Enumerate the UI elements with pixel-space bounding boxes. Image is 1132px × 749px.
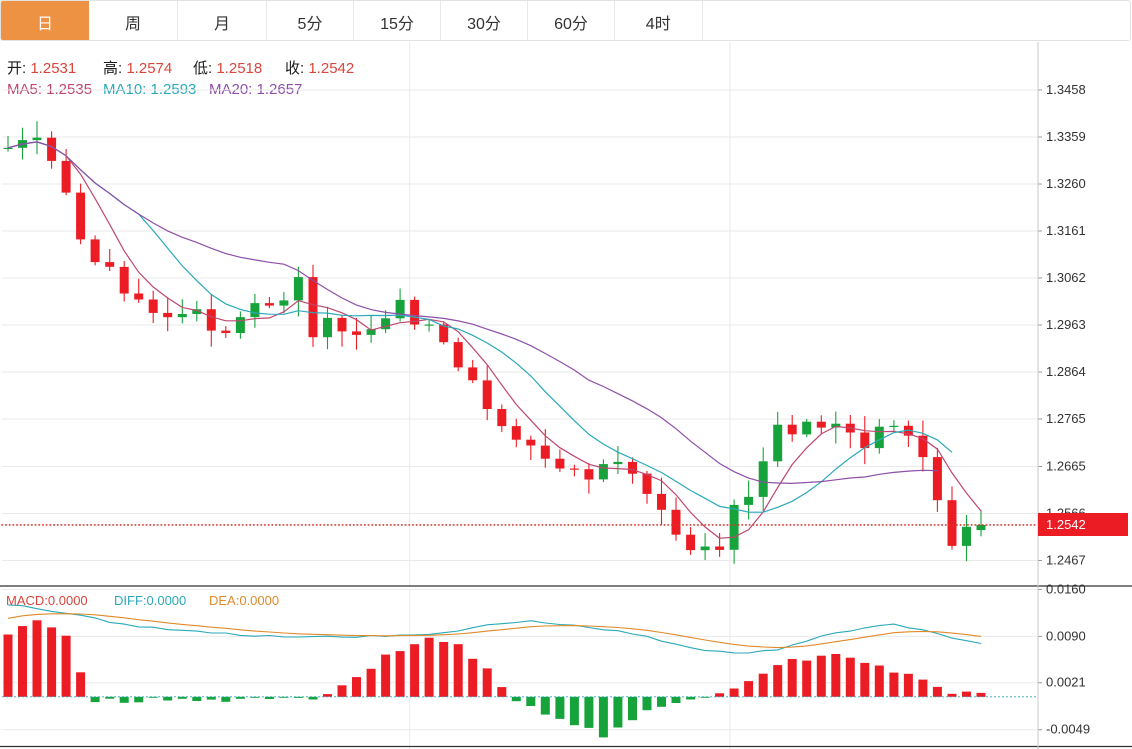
- svg-text:1.3359: 1.3359: [1046, 129, 1086, 144]
- svg-text:1.2864: 1.2864: [1046, 364, 1086, 379]
- svg-text:1.2963: 1.2963: [1046, 317, 1086, 332]
- svg-text:1.2665: 1.2665: [1046, 459, 1086, 474]
- svg-text:1.3062: 1.3062: [1046, 270, 1086, 285]
- svg-text:1.2765: 1.2765: [1046, 411, 1086, 426]
- svg-text:1.3161: 1.3161: [1046, 223, 1086, 238]
- svg-text:1.2467: 1.2467: [1046, 553, 1086, 568]
- svg-text:1.3458: 1.3458: [1046, 82, 1086, 97]
- svg-text:1.3260: 1.3260: [1046, 176, 1086, 191]
- svg-text:-0.0049: -0.0049: [1046, 722, 1090, 737]
- svg-text:0.0021: 0.0021: [1046, 675, 1086, 690]
- svg-text:0.0090: 0.0090: [1046, 628, 1086, 643]
- svg-text:0.0160: 0.0160: [1046, 581, 1086, 596]
